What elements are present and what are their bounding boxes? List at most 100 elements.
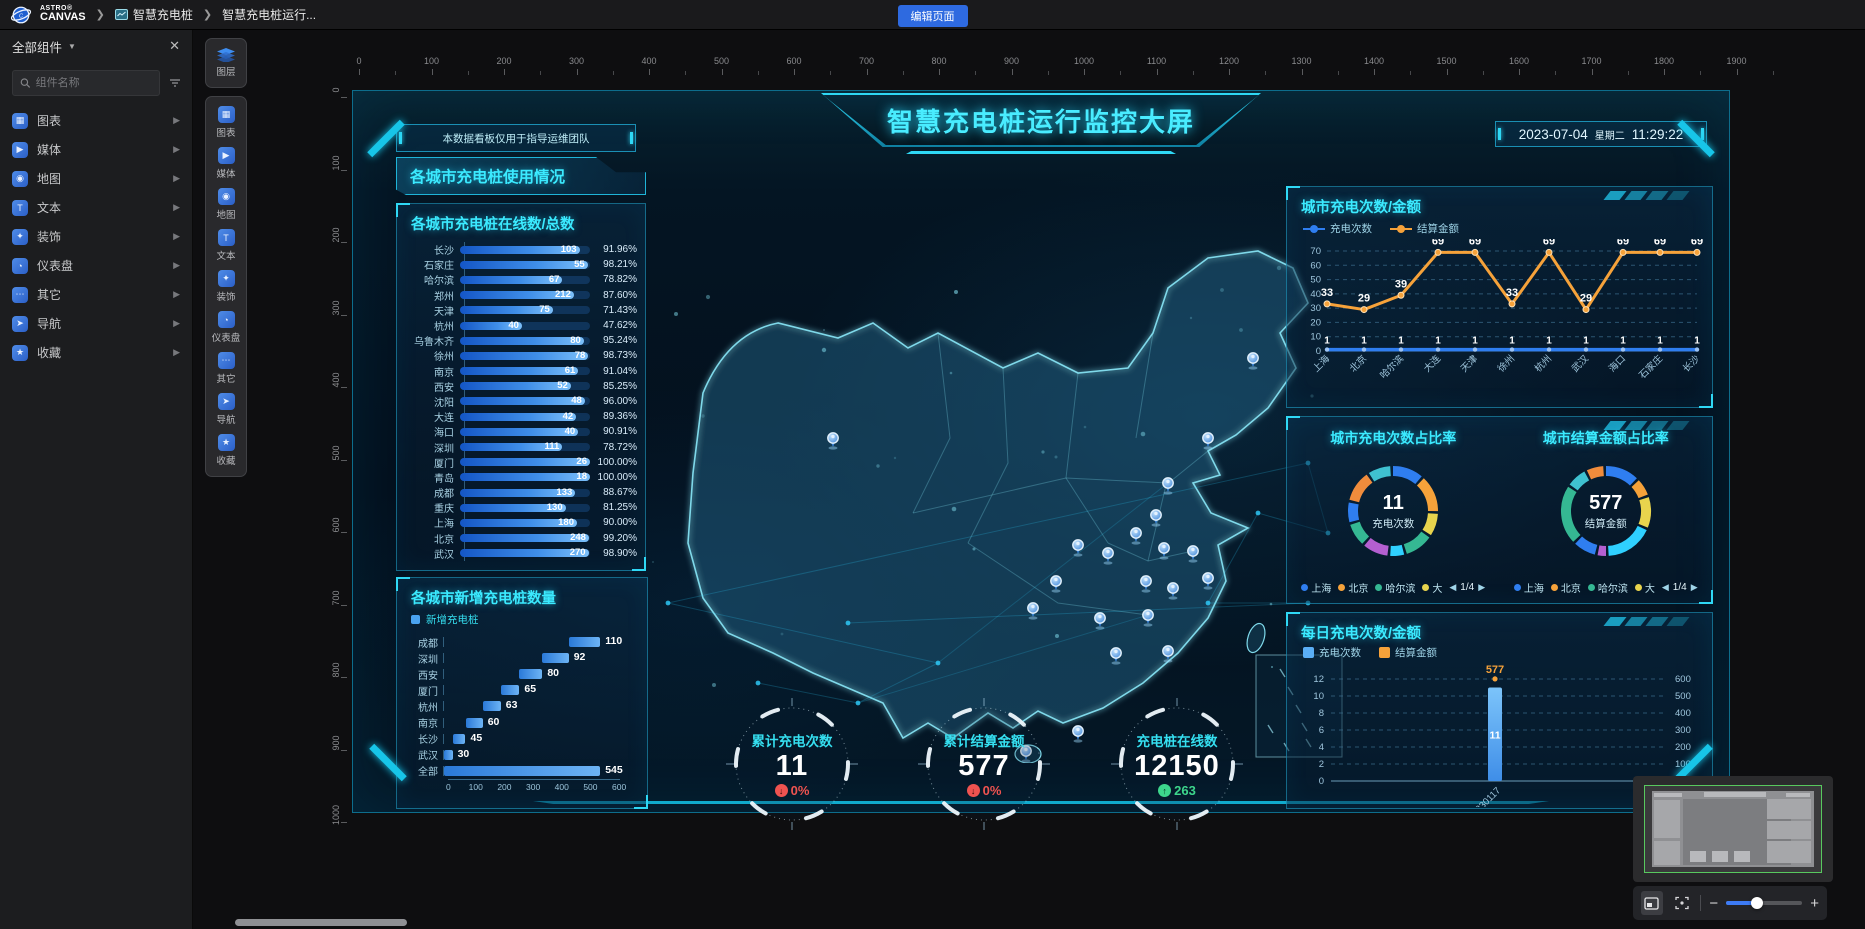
datetime-widget[interactable]: 2023-07-04 星期二 11:29:22 [1495, 121, 1707, 147]
legend-prev-button[interactable]: ◀ [1662, 582, 1669, 593]
toolbar-item-media[interactable]: ▶ 媒体 [206, 143, 246, 184]
gauge-2[interactable]: 累计结算金额 577 ↓ 0% [917, 697, 1051, 831]
map-pin[interactable] [1203, 573, 1213, 590]
panel-city-line-chart[interactable]: 城市充电次数/金额 充电次数 结算金额 70 60 50 40 30 20 10 0 33 2… [1286, 186, 1713, 408]
minimap[interactable] [1633, 776, 1833, 882]
toolbar-item-layers[interactable]: 图层 [206, 44, 246, 82]
panel-city-donuts[interactable]: 城市充电次数占比率 11 充电次数 上海 北京 哈尔滨大 ◀ 1/4 ▶ 城市结算金额… [1286, 416, 1713, 604]
horizontal-scrollbar[interactable] [235, 919, 407, 926]
toolbar-item-label: 媒体 [216, 166, 235, 180]
ruler-label: 400 [634, 56, 664, 66]
zoom-slider[interactable] [1726, 901, 1802, 905]
sidebar-title[interactable]: 全部组件 [12, 37, 62, 56]
bar-percent-label: 78.72% [590, 442, 637, 453]
gauge-delta: ↑ 263 [1158, 783, 1196, 798]
map-pin[interactable] [1131, 528, 1141, 545]
toolbar-item-map[interactable]: ◉ 地图 [206, 184, 246, 225]
filter-icon[interactable] [168, 76, 182, 90]
legend-item[interactable]: 上海 [1301, 580, 1331, 595]
map-pin[interactable] [1151, 510, 1161, 527]
ruler-label: 700 [852, 56, 882, 66]
edit-page-button[interactable]: 编辑页面 [898, 5, 968, 27]
donut-chart[interactable]: 11 充电次数 [1335, 453, 1451, 569]
map-pin[interactable] [1159, 543, 1169, 560]
sidebar-item-favorite[interactable]: ★ 收藏 ▶ [0, 338, 192, 367]
sidebar-item-other[interactable]: ⋯ 其它 ▶ [0, 280, 192, 309]
editor-canvas[interactable]: 0 100 200 300 400 500 600 700 800 900 10… [193, 30, 1865, 929]
sidebar-item-media[interactable]: ▶ 媒体 ▶ [0, 135, 192, 164]
legend-item[interactable]: 北京 [1338, 580, 1368, 595]
legend-item[interactable]: 充电次数 [1303, 645, 1361, 660]
map-pin[interactable] [1143, 610, 1153, 627]
bar-percent-label: 85.25% [590, 381, 637, 392]
donut-chart[interactable]: 577 结算金额 [1548, 453, 1664, 569]
fit-screen-button[interactable] [1671, 891, 1693, 915]
map-pin[interactable] [828, 433, 838, 450]
sidebar-item-nav[interactable]: ➤ 导航 ▶ [0, 309, 192, 338]
close-icon[interactable]: ✕ [169, 38, 180, 54]
search-box[interactable] [12, 70, 160, 96]
map-pin[interactable] [1073, 540, 1083, 557]
gauge-1[interactable]: 累计充电次数 11 ↓ 0% [725, 697, 859, 831]
sidebar-item-map[interactable]: ◉ 地图 ▶ [0, 164, 192, 193]
chevron-down-icon[interactable]: ▼ [68, 42, 76, 51]
map-pin[interactable] [1028, 603, 1038, 620]
map-pin[interactable] [1163, 478, 1173, 495]
breadcrumb-page[interactable]: 智慧充电桩运行... [222, 6, 316, 23]
toolbar-item-other[interactable]: ⋯ 其它 [206, 348, 246, 389]
toolbar-item-decoration[interactable]: ✦ 装饰 [206, 266, 246, 307]
legend-item[interactable]: 上海 [1514, 580, 1544, 595]
map-pin[interactable] [1248, 353, 1258, 370]
legend-item[interactable]: 结算金额 [1390, 221, 1459, 236]
ruler-label: 200 [489, 56, 519, 66]
sidebar-item-gauge[interactable]: ◔ 仪表盘 ▶ [0, 251, 192, 280]
legend-item[interactable]: 北京 [1551, 580, 1581, 595]
legend-item[interactable]: 大 [1635, 580, 1655, 595]
screen-title-widget[interactable]: 智慧充电桩运行监控大屏 [821, 93, 1261, 154]
toolbar-item-gauge[interactable]: ◔ 仪表盘 [206, 307, 246, 348]
china-map-widget[interactable] [608, 183, 1368, 763]
legend-item[interactable]: 大 [1422, 580, 1442, 595]
sidebar-item-chart[interactable]: ▦ 图表 ▶ [0, 106, 192, 135]
map-pin[interactable] [1111, 648, 1121, 665]
panel-city-new-piles[interactable]: 各城市新增充电桩数量 新增充电桩 成都 110 深圳 92 西安 80 [396, 577, 648, 809]
gauge-3[interactable]: 充电桩在线数 12150 ↑ 263 [1110, 697, 1244, 831]
panel-city-online-total[interactable]: 各城市充电桩在线数/总数 长沙 103 91.96% 石家庄 55 98.21%… [396, 203, 646, 571]
toolbar-item-nav[interactable]: ➤ 导航 [206, 389, 246, 430]
map-pin[interactable] [1168, 583, 1178, 600]
svg-text:40: 40 [1310, 289, 1321, 300]
map-pin[interactable] [1188, 546, 1198, 563]
map-pin[interactable] [1163, 646, 1173, 663]
toolbar-item-chart[interactable]: ▦ 图表 [206, 102, 246, 143]
toolbar-item-favorite[interactable]: ★ 收藏 [206, 430, 246, 471]
svg-text:200: 200 [1675, 742, 1691, 753]
legend-item[interactable]: 结算金额 [1379, 645, 1437, 660]
map-pin[interactable] [1051, 576, 1061, 593]
search-input[interactable] [36, 77, 152, 89]
zoom-slider-knob[interactable] [1751, 897, 1763, 909]
toolbar-item-label: 仪表盘 [212, 330, 241, 344]
legend-next-button[interactable]: ▶ [1691, 582, 1698, 593]
dashboard-artboard[interactable]: 本数据看板仅用于指导运维团队 智慧充电桩运行监控大屏 2023-07-04 星期… [352, 90, 1730, 813]
map-pin[interactable] [1203, 433, 1213, 450]
legend-next-button[interactable]: ▶ [1478, 582, 1485, 593]
legend-prev-button[interactable]: ◀ [1449, 582, 1456, 593]
map-pin[interactable] [1103, 548, 1113, 565]
legend-item[interactable]: 充电次数 [1303, 221, 1372, 236]
toolbar-item-text[interactable]: T 文本 [206, 225, 246, 266]
notice-banner[interactable]: 本数据看板仅用于指导运维团队 [396, 124, 636, 152]
legend-page-label: 1/4 [1673, 582, 1687, 593]
legend-item[interactable]: 哈尔滨 [1375, 580, 1415, 595]
zoom-out-button[interactable]: − [1709, 896, 1718, 911]
minimap-toggle-button[interactable] [1641, 891, 1663, 915]
sidebar-item-decoration[interactable]: ✦ 装饰 ▶ [0, 222, 192, 251]
donut-legend: 上海 北京 哈尔滨大 ◀ 1/4 ▶ [1287, 580, 1500, 595]
map-pin[interactable] [1141, 576, 1151, 593]
map-pin[interactable] [1073, 726, 1083, 743]
bar-category-label: 乌鲁木齐 [407, 333, 459, 348]
sidebar-item-text[interactable]: T 文本 ▶ [0, 193, 192, 222]
legend-item[interactable]: 哈尔滨 [1588, 580, 1628, 595]
zoom-in-button[interactable]: + [1810, 896, 1819, 911]
breadcrumb-project[interactable]: 智慧充电桩 [115, 6, 193, 23]
map-pin[interactable] [1095, 613, 1105, 630]
